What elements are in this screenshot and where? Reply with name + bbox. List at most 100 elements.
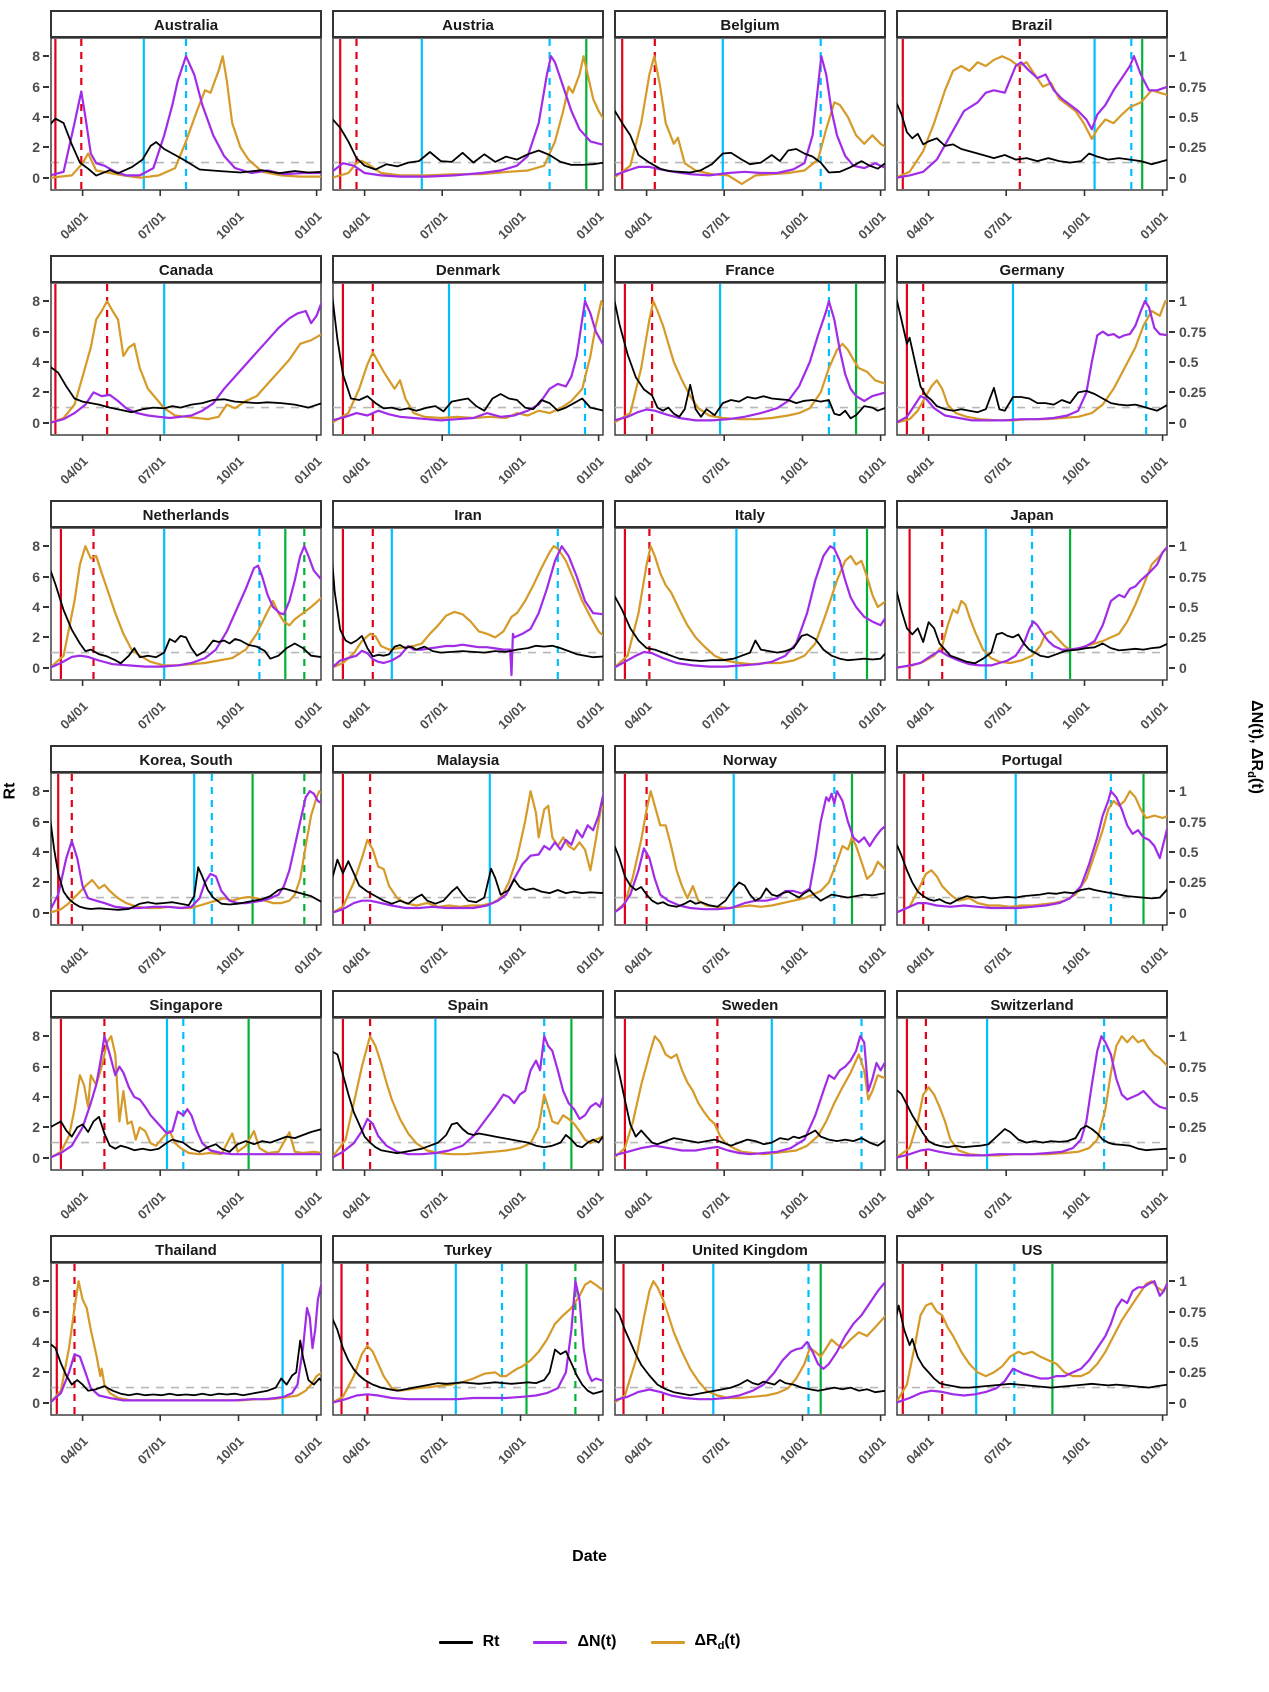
rt-line: [51, 817, 321, 911]
strip-box: [614, 255, 886, 283]
panel-title: Brazil: [1012, 17, 1053, 34]
right-y-tick-mark: [1169, 606, 1175, 608]
panel-title: Belgium: [720, 17, 779, 34]
x-tick-label: 10/01: [1059, 1434, 1093, 1468]
panel-plot: Netherlands 04/01 07/01 10/01 01/01: [50, 500, 325, 733]
left-y-tick-label: 2: [32, 139, 40, 155]
plot-border: [332, 1017, 604, 1171]
left-y-tick-mark: [43, 1035, 49, 1037]
rt-line: [615, 298, 885, 420]
left-y-tick-label: 0: [32, 170, 40, 186]
panel-title: Japan: [1010, 507, 1053, 524]
right-y-tick-label: 0.75: [1179, 79, 1207, 95]
strip-box: [896, 500, 1168, 528]
strip-box: [332, 10, 604, 38]
strip-box: [50, 255, 322, 283]
dn-line: [333, 55, 603, 178]
x-tick-label: 01/01: [855, 1189, 886, 1223]
x-tick-label: 10/01: [777, 454, 811, 488]
rt-line: [51, 117, 321, 177]
left-y-tick-label: 6: [32, 1059, 40, 1075]
plot-border: [50, 1262, 322, 1416]
strip-box: [50, 745, 322, 773]
panel-plot: Singapore 04/01 07/01 10/01 01/01: [50, 990, 325, 1223]
panel-switzerland: Switzerland 04/01 07/01 10/01 01/01: [896, 990, 1171, 1235]
x-tick-label: 01/01: [573, 699, 604, 733]
left-y-tick-mark: [43, 1341, 49, 1343]
strip-box: [332, 500, 604, 528]
x-tick-label: 04/01: [57, 1189, 91, 1223]
panel-germany: Germany 04/01 07/01 10/01 01/01: [896, 255, 1171, 500]
panel-title: Austria: [442, 17, 494, 34]
left-y-tick-mark: [43, 391, 49, 393]
drd-line: [897, 1280, 1167, 1404]
series-lines: [897, 790, 1167, 914]
x-axis-title: Date: [572, 1548, 607, 1565]
right-y-tick-label: 0.75: [1179, 569, 1207, 585]
left-y-tick-label: 2: [32, 1119, 40, 1135]
right-y-tick-label: 0.25: [1179, 139, 1207, 155]
panel-plot: France 04/01 07/01 10/01 01/01: [614, 255, 889, 488]
rt-line: [615, 109, 885, 174]
panel-plot: United Kingdom 04/01 07/01 10/01 01/01: [614, 1235, 889, 1468]
x-tick-label: 04/01: [621, 944, 655, 978]
right-axis-title-sub: d: [1244, 771, 1257, 778]
dn-line: [51, 300, 321, 424]
x-tick-label: 04/01: [57, 209, 91, 243]
x-tick-label: 04/01: [57, 944, 91, 978]
plot-border: [614, 282, 886, 436]
series-lines: [615, 1280, 885, 1404]
x-tick-label: 07/01: [135, 1189, 169, 1223]
x-tick-label: 07/01: [699, 209, 733, 243]
x-tick-label: 07/01: [135, 699, 169, 733]
right-y-tick-mark: [1169, 790, 1175, 792]
legend-item-rt: Rt: [438, 1633, 499, 1651]
panel-title: Switzerland: [990, 997, 1073, 1014]
dn-line: [615, 1035, 885, 1157]
drd-line: [333, 1280, 603, 1404]
series-lines: [51, 1280, 321, 1404]
left-y-tick-mark: [43, 1157, 49, 1159]
left-y-tick-mark: [43, 1311, 49, 1313]
right-y-tick-mark: [1169, 851, 1175, 853]
x-tick-label: 04/01: [339, 1434, 373, 1468]
right-y-tick-mark: [1169, 331, 1175, 333]
left-y-tick-mark: [43, 636, 49, 638]
x-tick-label: 10/01: [777, 944, 811, 978]
panel-united-kingdom: United Kingdom 04/01 07/01 10/01 01/01: [614, 1235, 889, 1480]
left-y-tick-mark: [43, 86, 49, 88]
series-lines: [333, 1280, 603, 1404]
rt-line: [897, 1304, 1167, 1389]
panel-korea-south: Korea, South 04/01 07/01 10/01 01/01: [50, 745, 325, 990]
x-tick-label: 01/01: [573, 454, 604, 488]
x-tick-label: 07/01: [699, 944, 733, 978]
panel-plot: Thailand 04/01 07/01 10/01 01/01: [50, 1235, 325, 1468]
right-y-tick-mark: [1169, 422, 1175, 424]
x-tick-label: 10/01: [1059, 209, 1093, 243]
dn-line: [51, 1280, 321, 1404]
plot-border: [614, 527, 886, 681]
x-tick-label: 01/01: [1137, 1434, 1168, 1468]
left-y-tick-label: 0: [32, 415, 40, 431]
rt-line: [897, 589, 1167, 665]
rt-line: [333, 1050, 603, 1155]
x-tick-label: 07/01: [135, 454, 169, 488]
rt-line: [333, 858, 603, 905]
series-lines: [333, 545, 603, 677]
rt-line: [333, 294, 603, 413]
x-tick-label: 04/01: [57, 699, 91, 733]
x-tick-label: 07/01: [135, 1434, 169, 1468]
rt-line: [51, 1115, 321, 1153]
panel-title: Germany: [999, 262, 1065, 279]
x-tick-label: 01/01: [291, 944, 322, 978]
panel-title: Singapore: [149, 997, 222, 1014]
x-tick-label: 01/01: [1137, 699, 1168, 733]
plot-border: [50, 37, 322, 191]
x-tick-label: 10/01: [777, 1434, 811, 1468]
right-axis-title: ΔN(t), ΔRd(t): [1245, 700, 1265, 794]
left-y-tick-mark: [43, 116, 49, 118]
plot-border: [50, 527, 322, 681]
left-y-tick-mark: [43, 576, 49, 578]
right-y-tick-label: 0.25: [1179, 1364, 1207, 1380]
plot-border: [614, 1017, 886, 1171]
